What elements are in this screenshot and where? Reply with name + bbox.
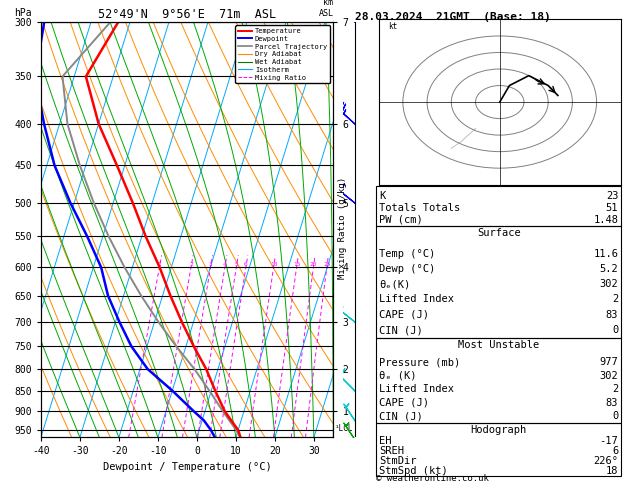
Text: 25: 25 bbox=[323, 262, 331, 267]
Text: θₑ (K): θₑ (K) bbox=[379, 370, 417, 381]
Text: 977: 977 bbox=[599, 357, 618, 367]
Text: CIN (J): CIN (J) bbox=[379, 411, 423, 421]
Text: 2: 2 bbox=[612, 295, 618, 305]
Text: θₑ(K): θₑ(K) bbox=[379, 279, 411, 289]
Text: SREH: SREH bbox=[379, 446, 404, 456]
Text: 20: 20 bbox=[309, 262, 317, 267]
Text: 302: 302 bbox=[599, 370, 618, 381]
Text: 6: 6 bbox=[612, 446, 618, 456]
Text: 0: 0 bbox=[612, 325, 618, 335]
Text: CIN (J): CIN (J) bbox=[379, 325, 423, 335]
Text: -17: -17 bbox=[599, 436, 618, 446]
Text: Lifted Index: Lifted Index bbox=[379, 384, 454, 394]
Text: StmDir: StmDir bbox=[379, 456, 417, 466]
Text: 302: 302 bbox=[599, 279, 618, 289]
Text: kt: kt bbox=[388, 22, 398, 32]
Text: 83: 83 bbox=[606, 398, 618, 408]
Text: ¹LCL: ¹LCL bbox=[335, 424, 353, 433]
X-axis label: Dewpoint / Temperature (°C): Dewpoint / Temperature (°C) bbox=[103, 462, 272, 472]
Text: 0: 0 bbox=[612, 411, 618, 421]
Text: Totals Totals: Totals Totals bbox=[379, 203, 460, 213]
Text: Temp (°C): Temp (°C) bbox=[379, 248, 435, 259]
Text: Lifted Index: Lifted Index bbox=[379, 295, 454, 305]
Text: km
ASL: km ASL bbox=[318, 0, 333, 17]
Text: 51: 51 bbox=[606, 203, 618, 213]
Text: Dewp (°C): Dewp (°C) bbox=[379, 264, 435, 274]
Text: © weatheronline.co.uk: © weatheronline.co.uk bbox=[376, 473, 489, 483]
Text: 18: 18 bbox=[606, 466, 618, 476]
Text: CAPE (J): CAPE (J) bbox=[379, 310, 429, 320]
Text: 1: 1 bbox=[157, 262, 161, 267]
Text: StmSpd (kt): StmSpd (kt) bbox=[379, 466, 448, 476]
Text: 2: 2 bbox=[612, 384, 618, 394]
Text: CAPE (J): CAPE (J) bbox=[379, 398, 429, 408]
Text: EH: EH bbox=[379, 436, 392, 446]
Text: K: K bbox=[379, 191, 386, 201]
Text: 226°: 226° bbox=[593, 456, 618, 466]
Text: 11.6: 11.6 bbox=[593, 248, 618, 259]
Text: 5: 5 bbox=[235, 262, 238, 267]
Text: 10: 10 bbox=[270, 262, 277, 267]
Text: PW (cm): PW (cm) bbox=[379, 215, 423, 225]
Text: 1.48: 1.48 bbox=[593, 215, 618, 225]
Text: 3: 3 bbox=[209, 262, 213, 267]
Text: 28.03.2024  21GMT  (Base: 18): 28.03.2024 21GMT (Base: 18) bbox=[355, 12, 551, 22]
Text: 23: 23 bbox=[606, 191, 618, 201]
Text: Pressure (mb): Pressure (mb) bbox=[379, 357, 460, 367]
Text: 2: 2 bbox=[189, 262, 193, 267]
Text: 15: 15 bbox=[293, 262, 301, 267]
Text: Most Unstable: Most Unstable bbox=[458, 340, 540, 350]
Text: 4: 4 bbox=[223, 262, 227, 267]
Text: 83: 83 bbox=[606, 310, 618, 320]
Legend: Temperature, Dewpoint, Parcel Trajectory, Dry Adiabat, Wet Adiabat, Isotherm, Mi: Temperature, Dewpoint, Parcel Trajectory… bbox=[235, 25, 330, 83]
Text: Hodograph: Hodograph bbox=[470, 425, 527, 435]
Text: 5.2: 5.2 bbox=[599, 264, 618, 274]
Title: 52°49'N  9°56'E  71m  ASL: 52°49'N 9°56'E 71m ASL bbox=[98, 8, 276, 21]
Text: Mixing Ratio (g/kg): Mixing Ratio (g/kg) bbox=[338, 177, 347, 279]
Text: hPa: hPa bbox=[14, 8, 32, 17]
Text: 6: 6 bbox=[244, 262, 248, 267]
Text: Surface: Surface bbox=[477, 228, 521, 239]
